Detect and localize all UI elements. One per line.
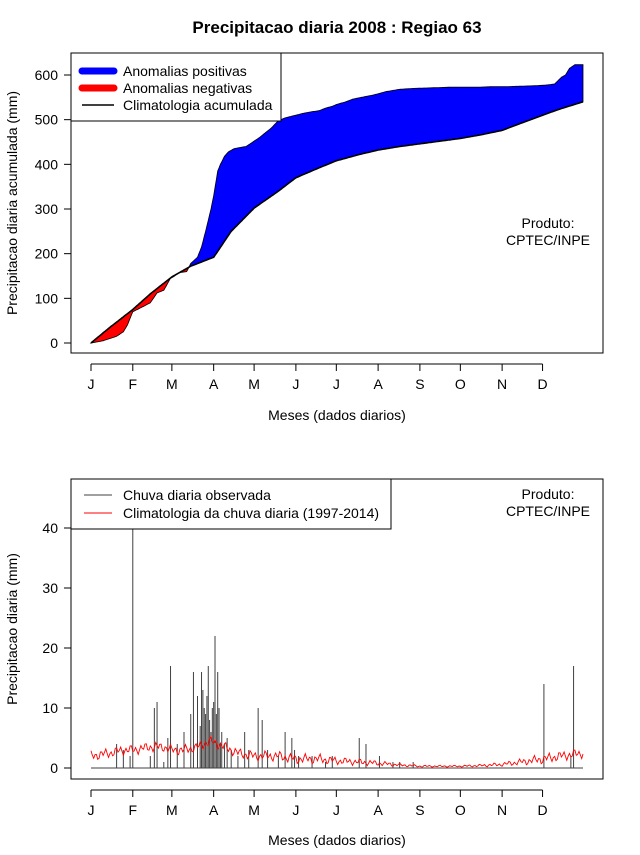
legend-label: Climatologia acumulada xyxy=(123,97,273,113)
y-tick-label: 40 xyxy=(42,520,58,536)
annotation-line: Produto: xyxy=(522,215,575,231)
x-tick-label: D xyxy=(537,802,547,818)
x-tick-label: M xyxy=(166,802,178,818)
x-tick-label: F xyxy=(129,376,138,392)
daily-bars xyxy=(91,528,583,769)
x-tick-label: J xyxy=(333,802,340,818)
chart-title: Precipitacao diaria 2008 : Regiao 63 xyxy=(192,18,481,37)
daily-lines xyxy=(90,735,584,768)
x-tick-label: O xyxy=(455,802,466,818)
x-tick-label: N xyxy=(497,802,507,818)
x-tick-label: O xyxy=(455,376,466,392)
x-tick-label: J xyxy=(292,376,299,392)
daily-climatology-line xyxy=(90,735,584,768)
x-tick-label: M xyxy=(166,376,178,392)
y-axis: 0 100 200 300 400 500 600 xyxy=(35,67,72,351)
x-tick-label: M xyxy=(248,376,260,392)
cumulative-plot: 0 100 200 300 400 500 600 J F M A M J J A S O N D Meses (… xyxy=(4,52,604,423)
y-axis: 0 10 20 30 40 xyxy=(42,520,72,776)
x-tick-label: S xyxy=(415,802,424,818)
x-tick-label: A xyxy=(209,802,219,818)
x-tick-label: A xyxy=(373,376,383,392)
x-tick-label: J xyxy=(88,376,95,392)
y-tick-label: 30 xyxy=(42,580,58,596)
y-axis-label: Precipitacao diaria acumulada (mm) xyxy=(4,91,20,315)
y-tick-label: 10 xyxy=(42,700,58,716)
annotation-line: CPTEC/INPE xyxy=(506,232,590,248)
x-tick-label: J xyxy=(333,376,340,392)
y-axis-label: Precipitacao diaria (mm) xyxy=(4,553,20,705)
x-axis-label: Meses (dados diarios) xyxy=(268,407,406,423)
legend: Anomalias positivas Anomalias negativas … xyxy=(70,52,282,122)
y-tick-label: 600 xyxy=(35,67,59,83)
daily-plot: 0 10 20 30 40 J F M A M J J A S O N D Meses (dados diar… xyxy=(4,478,604,848)
y-tick-label: 20 xyxy=(42,640,58,656)
x-tick-label: D xyxy=(537,376,547,392)
x-axis-label: Meses (dados diarios) xyxy=(268,832,406,848)
y-tick-label: 300 xyxy=(35,201,59,217)
y-tick-label: 0 xyxy=(50,760,58,776)
y-tick-label: 400 xyxy=(35,156,59,172)
legend-label: Climatologia da chuva diaria (1997-2014) xyxy=(123,505,379,521)
y-tick-label: 0 xyxy=(50,335,58,351)
y-tick-label: 200 xyxy=(35,246,59,262)
x-tick-label: J xyxy=(88,802,95,818)
legend-label: Anomalias positivas xyxy=(123,63,247,79)
annotation-line: Produto: xyxy=(522,486,575,502)
x-tick-label: M xyxy=(248,802,260,818)
cumulative-lines xyxy=(90,101,584,344)
legend-label: Chuva diaria observada xyxy=(123,487,271,503)
x-tick-label: F xyxy=(129,802,138,818)
y-tick-label: 100 xyxy=(35,290,59,306)
legend-label: Anomalias negativas xyxy=(123,80,252,96)
y-tick-label: 500 xyxy=(35,112,59,128)
x-tick-label: A xyxy=(209,376,219,392)
annotation-line: CPTEC/INPE xyxy=(506,503,590,519)
x-tick-label: J xyxy=(292,802,299,818)
climatology-cumulative-line xyxy=(90,101,584,344)
legend: Chuva diaria observada Climatologia da c… xyxy=(70,478,392,530)
x-tick-label: S xyxy=(415,376,424,392)
x-tick-label: N xyxy=(497,376,507,392)
x-tick-label: A xyxy=(373,802,383,818)
legend-box xyxy=(70,478,392,530)
